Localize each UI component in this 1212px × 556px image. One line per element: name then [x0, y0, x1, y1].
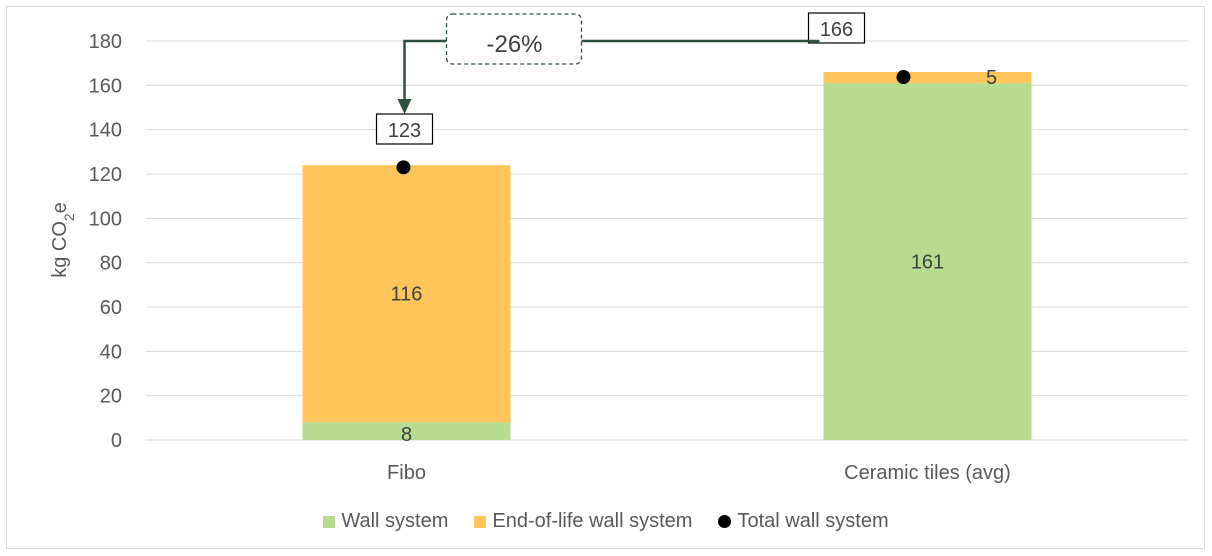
- y-tick-160: 160: [89, 75, 122, 97]
- legend-item-total: Total wall system: [718, 510, 889, 533]
- y-tick-80: 80: [100, 253, 122, 275]
- legend-item-end-of-life: End-of-life wall system: [474, 510, 692, 533]
- legend-label-total: Total wall system: [737, 510, 889, 532]
- y-tick-0: 0: [111, 430, 122, 452]
- total-label-0: 123: [388, 120, 421, 142]
- bar-wall-system-1: [823, 83, 1032, 440]
- y-axis-label: kg CO2e: [49, 202, 77, 278]
- total-label-box-1: [807, 12, 866, 44]
- legend-label-end-of-life: End-of-life wall system: [492, 510, 693, 532]
- bar-wall-system-0: [302, 422, 511, 440]
- y-tick-60: 60: [100, 297, 122, 319]
- x-tick-0: Fibo: [387, 462, 426, 484]
- data-label-0-0: 8: [401, 424, 412, 446]
- data-label-1-1: 5: [986, 67, 997, 89]
- total-marker-1: [896, 70, 911, 85]
- gridlines: [146, 40, 1188, 441]
- y-tick-100: 100: [89, 208, 122, 230]
- legend: Wall system End-of-life wall system Tota…: [0, 510, 1212, 533]
- y-tick-20: 20: [100, 386, 122, 408]
- data-label-0-1: 161: [911, 252, 944, 274]
- annotation-text: -26%: [486, 31, 542, 58]
- y-tick-140: 140: [89, 120, 122, 142]
- annotation-connector: [403, 39, 820, 101]
- legend-marker-total: [718, 515, 732, 528]
- y-tick-120: 120: [89, 164, 122, 186]
- chart-frame: [6, 6, 1205, 549]
- bar-end-of-life-0: [302, 165, 511, 423]
- bar-end-of-life-1: [823, 72, 1032, 84]
- legend-swatch-wall-system: [323, 515, 336, 528]
- total-marker-0: [396, 160, 411, 175]
- total-label-1: 166: [820, 19, 853, 41]
- bars: 8 116 123 161 5 166: [302, 12, 1032, 446]
- total-label-box-0: [375, 113, 434, 145]
- data-label-1-0: 116: [391, 284, 423, 306]
- x-tick-1: Ceramic tiles (avg): [844, 462, 1011, 484]
- legend-item-wall-system: Wall system: [323, 510, 448, 533]
- annotation-box: [445, 13, 583, 65]
- y-axis-ticks: 0 20 40 60 80 100 120 140 160 180: [89, 31, 122, 452]
- legend-label-wall-system: Wall system: [341, 510, 449, 532]
- difference-annotation: -26%: [397, 13, 820, 114]
- y-tick-180: 180: [89, 31, 122, 53]
- x-axis-ticks: Fibo Ceramic tiles (avg): [387, 462, 1011, 484]
- legend-swatch-end-of-life: [474, 515, 487, 528]
- y-tick-40: 40: [100, 341, 122, 363]
- annotation-arrowhead: [397, 99, 412, 114]
